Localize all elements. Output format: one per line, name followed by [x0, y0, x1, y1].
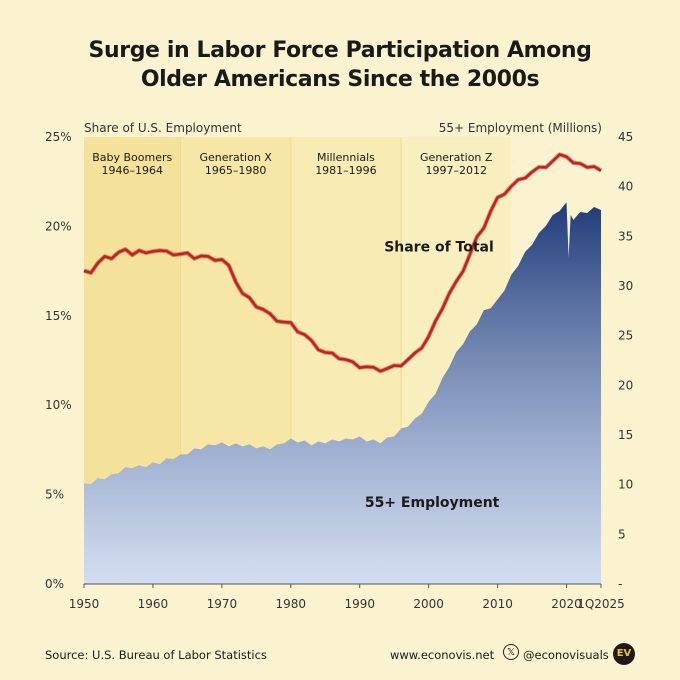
- right-tick-label-8: 40: [618, 180, 633, 194]
- generation-years-0: 1946–1964: [102, 164, 164, 177]
- econovis-logo-icon: EV: [613, 643, 635, 665]
- right-axis-title: 55+ Employment (Millions): [438, 121, 602, 135]
- left-tick-label-4: 20%: [45, 219, 72, 233]
- x-tick-label-2: 1970: [207, 597, 238, 611]
- right-tick-label-1: 5: [618, 527, 626, 541]
- x-tick-label-4: 1990: [344, 597, 375, 611]
- x-tick-label-8: 1Q2025: [577, 597, 625, 611]
- generation-years-2: 1981–1996: [315, 164, 377, 177]
- series-annotation-0: Share of Total: [384, 239, 494, 255]
- generation-years-1: 1965–1980: [205, 164, 267, 177]
- x-tick-label-7: 2020: [551, 597, 582, 611]
- right-tick-label-4: 20: [618, 378, 633, 392]
- right-tick-label-0: -: [618, 577, 622, 591]
- right-tick-label-9: 45: [618, 130, 633, 144]
- left-tick-label-3: 15%: [45, 309, 72, 323]
- x-tick-label-3: 1980: [276, 597, 307, 611]
- right-tick-label-5: 25: [618, 329, 633, 343]
- social-handle[interactable]: @econovisuals: [523, 648, 609, 662]
- right-tick-label-6: 30: [618, 279, 633, 293]
- left-axis-title: Share of U.S. Employment: [84, 121, 242, 135]
- generation-name-2: Millennials: [317, 151, 375, 164]
- left-tick-label-5: 25%: [45, 130, 72, 144]
- share-line: [83, 153, 602, 373]
- title-line-1: Surge in Labor Force Participation Among: [88, 38, 592, 63]
- generation-name-3: Generation Z: [420, 151, 493, 164]
- x-tick-label-6: 2010: [482, 597, 513, 611]
- x-logo-icon: 𝕏: [503, 644, 519, 660]
- series-annotation-1: 55+ Employment: [365, 495, 500, 511]
- left-tick-label-0: 0%: [45, 577, 64, 591]
- right-tick-label-2: 10: [618, 478, 633, 492]
- chart-title: Surge in Labor Force Participation Among…: [0, 36, 680, 94]
- website-link[interactable]: www.econovis.net: [390, 648, 495, 662]
- x-tick-label-1: 1960: [138, 597, 169, 611]
- right-tick-label-7: 35: [618, 229, 633, 243]
- title-line-2: Older Americans Since the 2000s: [140, 67, 540, 92]
- left-tick-label-1: 5%: [45, 488, 64, 502]
- generation-name-1: Generation X: [199, 151, 272, 164]
- employment-area-sheen: [84, 202, 601, 584]
- source-note: Source: U.S. Bureau of Labor Statistics: [45, 648, 267, 662]
- generation-name-0: Baby Boomers: [92, 151, 172, 164]
- x-tick-label-0: 1950: [69, 597, 100, 611]
- generation-years-3: 1997–2012: [425, 164, 487, 177]
- x-tick-label-5: 2000: [413, 597, 444, 611]
- left-tick-label-2: 10%: [45, 398, 72, 412]
- right-tick-label-3: 15: [618, 428, 633, 442]
